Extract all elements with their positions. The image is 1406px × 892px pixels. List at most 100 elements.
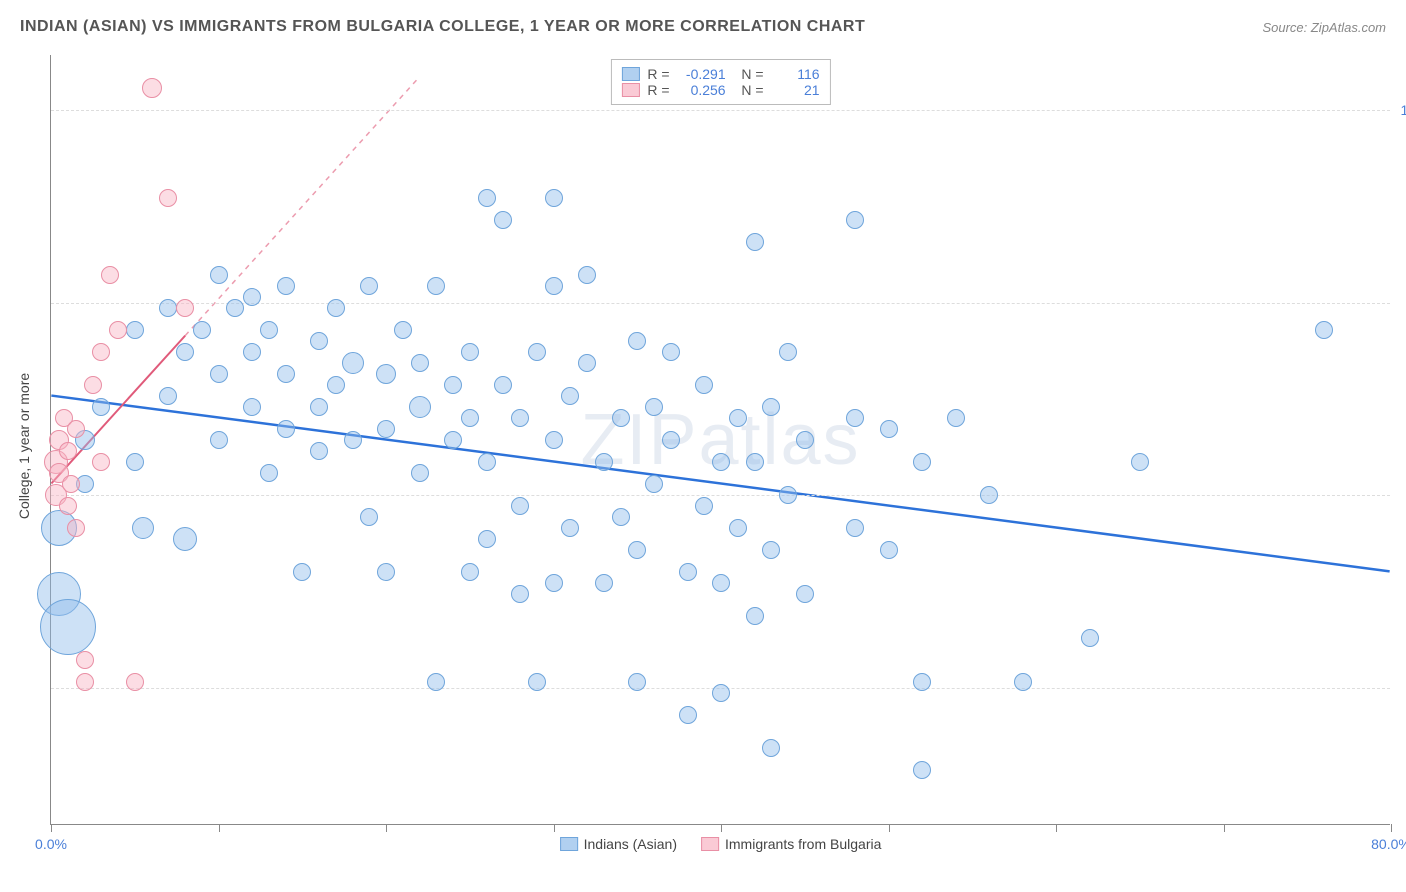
- data-point-blue: [528, 343, 546, 361]
- gridline: [51, 495, 1390, 496]
- data-point-blue: [846, 211, 864, 229]
- n-value-blue: 116: [772, 66, 820, 82]
- data-point-blue: [712, 684, 730, 702]
- data-point-blue: [1131, 453, 1149, 471]
- r-value-pink: 0.256: [678, 82, 726, 98]
- x-tick-label-right: 80.0%: [1371, 836, 1406, 852]
- data-point-blue: [729, 519, 747, 537]
- data-point-blue: [880, 541, 898, 559]
- data-point-blue: [595, 453, 613, 471]
- y-tick-label: 65.0%: [1398, 487, 1406, 503]
- data-point-blue: [360, 508, 378, 526]
- data-point-blue: [796, 431, 814, 449]
- n-value-pink: 21: [772, 82, 820, 98]
- data-point-blue: [478, 530, 496, 548]
- data-point-blue: [444, 431, 462, 449]
- data-point-blue: [578, 354, 596, 372]
- data-point-blue: [92, 398, 110, 416]
- data-point-blue: [173, 527, 197, 551]
- x-tick: [554, 824, 555, 832]
- data-point-pink: [92, 453, 110, 471]
- data-point-blue: [645, 475, 663, 493]
- r-label: R =: [647, 82, 669, 98]
- data-point-blue: [327, 376, 345, 394]
- data-point-blue: [679, 706, 697, 724]
- data-point-pink: [109, 321, 127, 339]
- swatch-pink-icon: [621, 83, 639, 97]
- data-point-blue: [461, 563, 479, 581]
- data-point-blue: [478, 189, 496, 207]
- swatch-blue-icon: [560, 837, 578, 851]
- swatch-pink-icon: [701, 837, 719, 851]
- data-point-pink: [142, 78, 162, 98]
- data-point-blue: [595, 574, 613, 592]
- data-point-blue: [277, 277, 295, 295]
- data-point-blue: [545, 431, 563, 449]
- data-point-pink: [84, 376, 102, 394]
- data-point-blue: [511, 585, 529, 603]
- data-point-blue: [545, 574, 563, 592]
- data-point-blue: [260, 321, 278, 339]
- data-point-blue: [528, 673, 546, 691]
- data-point-blue: [427, 277, 445, 295]
- data-point-blue: [762, 398, 780, 416]
- data-point-blue: [176, 343, 194, 361]
- data-point-blue: [628, 541, 646, 559]
- data-point-blue: [679, 563, 697, 581]
- data-point-blue: [411, 464, 429, 482]
- data-point-blue: [126, 453, 144, 471]
- data-point-blue: [1014, 673, 1032, 691]
- data-point-blue: [729, 409, 747, 427]
- data-point-pink: [59, 497, 77, 515]
- r-label: R =: [647, 66, 669, 82]
- data-point-pink: [67, 420, 85, 438]
- data-point-blue: [277, 365, 295, 383]
- data-point-blue: [344, 431, 362, 449]
- data-point-blue: [746, 607, 764, 625]
- data-point-pink: [67, 519, 85, 537]
- data-point-blue: [746, 453, 764, 471]
- data-point-blue: [561, 519, 579, 537]
- data-point-blue: [695, 376, 713, 394]
- x-tick-label-left: 0.0%: [35, 836, 67, 852]
- data-point-blue: [779, 486, 797, 504]
- data-point-blue: [327, 299, 345, 317]
- legend-item-blue: Indians (Asian): [560, 836, 677, 852]
- x-tick: [721, 824, 722, 832]
- data-point-blue: [712, 453, 730, 471]
- data-point-blue: [310, 398, 328, 416]
- data-point-blue: [1081, 629, 1099, 647]
- chart-header: INDIAN (ASIAN) VS IMMIGRANTS FROM BULGAR…: [20, 18, 1386, 36]
- y-tick-label: 82.5%: [1398, 295, 1406, 311]
- data-point-pink: [126, 673, 144, 691]
- data-point-blue: [394, 321, 412, 339]
- data-point-blue: [980, 486, 998, 504]
- data-point-pink: [176, 299, 194, 317]
- data-point-blue: [40, 599, 96, 655]
- data-point-blue: [132, 517, 154, 539]
- data-point-blue: [712, 574, 730, 592]
- data-point-blue: [277, 420, 295, 438]
- data-point-pink: [76, 651, 94, 669]
- data-point-blue: [226, 299, 244, 317]
- x-tick: [219, 824, 220, 832]
- data-point-blue: [1315, 321, 1333, 339]
- data-point-blue: [427, 673, 445, 691]
- correlation-legend: R = -0.291 N = 116 R = 0.256 N = 21: [610, 59, 830, 105]
- legend-row-blue: R = -0.291 N = 116: [621, 66, 819, 82]
- data-point-blue: [762, 739, 780, 757]
- x-tick: [889, 824, 890, 832]
- x-tick: [1056, 824, 1057, 832]
- data-point-blue: [478, 453, 496, 471]
- gridline: [51, 110, 1390, 111]
- data-point-blue: [444, 376, 462, 394]
- data-point-blue: [243, 288, 261, 306]
- legend-label-pink: Immigrants from Bulgaria: [725, 836, 881, 852]
- y-axis-label: College, 1 year or more: [16, 373, 32, 519]
- data-point-blue: [376, 364, 396, 384]
- data-point-blue: [193, 321, 211, 339]
- data-point-blue: [411, 354, 429, 372]
- data-point-blue: [310, 442, 328, 460]
- data-point-blue: [695, 497, 713, 515]
- data-point-pink: [92, 343, 110, 361]
